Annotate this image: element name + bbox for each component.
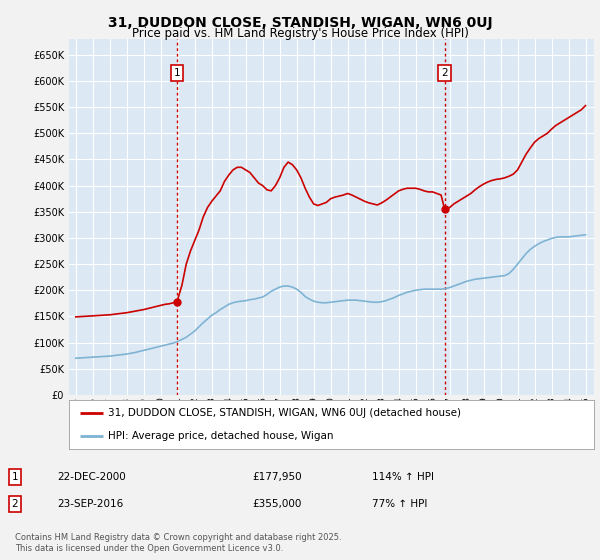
Text: £355,000: £355,000 <box>252 499 301 509</box>
Text: 2: 2 <box>11 499 19 509</box>
Text: Price paid vs. HM Land Registry's House Price Index (HPI): Price paid vs. HM Land Registry's House … <box>131 27 469 40</box>
Text: HPI: Average price, detached house, Wigan: HPI: Average price, detached house, Wiga… <box>109 431 334 441</box>
Text: 31, DUDDON CLOSE, STANDISH, WIGAN, WN6 0UJ (detached house): 31, DUDDON CLOSE, STANDISH, WIGAN, WN6 0… <box>109 408 461 418</box>
Text: 31, DUDDON CLOSE, STANDISH, WIGAN, WN6 0UJ: 31, DUDDON CLOSE, STANDISH, WIGAN, WN6 0… <box>107 16 493 30</box>
Text: 2: 2 <box>442 68 448 78</box>
Text: £177,950: £177,950 <box>252 472 302 482</box>
Text: 77% ↑ HPI: 77% ↑ HPI <box>372 499 427 509</box>
Text: 23-SEP-2016: 23-SEP-2016 <box>57 499 123 509</box>
Text: 114% ↑ HPI: 114% ↑ HPI <box>372 472 434 482</box>
Text: 1: 1 <box>174 68 181 78</box>
Text: Contains HM Land Registry data © Crown copyright and database right 2025.
This d: Contains HM Land Registry data © Crown c… <box>15 533 341 553</box>
Text: 1: 1 <box>11 472 19 482</box>
Text: 22-DEC-2000: 22-DEC-2000 <box>57 472 126 482</box>
